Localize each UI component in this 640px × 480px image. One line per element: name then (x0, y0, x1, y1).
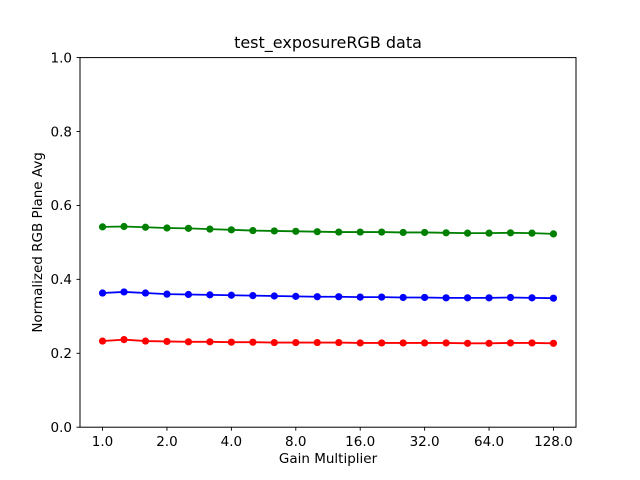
x-axis-label: Gain Multiplier (279, 451, 378, 467)
blue-plane-marker (206, 291, 214, 299)
red-plane-marker (98, 337, 107, 345)
blue-plane-marker (485, 294, 493, 302)
red-plane-marker (184, 338, 193, 346)
y-axis-label: Normalized RGB Plane Avg (30, 152, 46, 333)
x-tick-label: 16.0 (345, 434, 375, 450)
blue-plane-marker (549, 294, 558, 302)
y-tick-label: 0.6 (51, 198, 72, 214)
y-axis: 0.0 0.2 0.4 0.6 0.8 1.0 (51, 50, 80, 436)
red-plane-marker (378, 339, 386, 347)
y-tick-label: 0.2 (51, 346, 72, 362)
blue-plane-marker (313, 293, 321, 301)
blue-plane-marker (399, 293, 407, 302)
red-plane-marker (270, 338, 278, 347)
red-plane-marker (335, 338, 343, 347)
blue-plane-marker (184, 290, 193, 299)
green-plane-marker (227, 226, 235, 234)
red-plane-marker (227, 338, 235, 346)
red-plane-marker (163, 337, 171, 346)
blue-plane-marker (506, 293, 515, 302)
blue-plane-marker (292, 292, 300, 300)
green-plane-marker (292, 227, 300, 235)
blue-plane-marker (163, 290, 171, 298)
green-plane-marker (313, 228, 321, 236)
x-tick-label: 128.0 (534, 434, 573, 450)
x-tick-label: 32.0 (410, 434, 440, 450)
red-plane-marker (442, 339, 450, 347)
green-plane-marker (120, 222, 128, 231)
red-plane-marker (528, 339, 536, 347)
blue-plane-marker (378, 293, 386, 301)
red-plane-line (102, 338, 554, 345)
chart-title: test_exposureRGB data (234, 33, 422, 53)
y-tick-label: 0.8 (51, 124, 72, 140)
red-plane-marker (292, 338, 300, 347)
green-plane-marker (528, 229, 536, 237)
y-tick-label: 0.0 (51, 420, 72, 436)
red-plane-marker (421, 339, 429, 347)
blue-plane-marker (270, 292, 278, 300)
red-plane-marker (399, 339, 407, 347)
green-plane-marker (356, 228, 364, 236)
blue-plane-marker (120, 288, 128, 296)
blue-plane-marker (442, 294, 450, 302)
blue-plane-marker (141, 289, 150, 297)
green-plane-marker (270, 227, 278, 235)
series-layer (98, 222, 558, 347)
red-plane-marker (506, 339, 515, 347)
red-plane-marker (206, 338, 214, 346)
green-plane-marker (163, 224, 171, 232)
green-plane-line (102, 225, 554, 235)
blue-plane-marker (335, 293, 343, 301)
blue-plane-marker (227, 291, 235, 299)
red-plane-marker (249, 338, 257, 346)
blue-plane-marker (249, 292, 257, 300)
red-plane-marker (549, 339, 558, 347)
blue-plane-marker (528, 294, 536, 302)
green-plane-marker (184, 224, 193, 232)
green-plane-marker (421, 228, 429, 237)
green-plane-marker (549, 230, 558, 238)
y-tick-label: 0.4 (51, 272, 72, 288)
green-plane-marker (463, 229, 472, 237)
blue-plane-marker (356, 293, 364, 301)
x-tick-label: 4.0 (221, 434, 242, 450)
blue-plane-marker (98, 289, 107, 297)
blue-plane-marker (421, 293, 429, 302)
green-plane-marker (506, 229, 515, 237)
red-plane-marker (120, 336, 128, 344)
x-tick-label: 1.0 (92, 434, 113, 450)
x-tick-label: 8.0 (285, 434, 306, 450)
green-plane-marker (399, 228, 407, 237)
x-tick-label: 2.0 (156, 434, 177, 450)
plot-border (79, 57, 577, 428)
green-plane-marker (442, 229, 450, 237)
x-tick-label: 64.0 (474, 434, 504, 450)
green-plane-marker (249, 226, 257, 235)
green-plane-marker (141, 223, 150, 231)
green-plane-marker (378, 228, 386, 236)
y-tick-label: 1.0 (51, 50, 72, 66)
green-plane-marker (485, 229, 493, 237)
red-plane-marker (485, 339, 493, 347)
blue-plane-line (102, 291, 554, 300)
red-plane-marker (356, 339, 364, 347)
red-plane-marker (463, 339, 472, 347)
green-plane-marker (335, 228, 343, 236)
red-plane-marker (313, 338, 321, 347)
red-plane-marker (141, 337, 150, 345)
blue-plane-marker (463, 294, 472, 302)
green-plane-marker (206, 225, 214, 233)
green-plane-marker (98, 223, 107, 231)
x-axis: 1.0 2.0 4.0 8.0 16.0 32.0 64.0 128.0 (92, 427, 573, 450)
